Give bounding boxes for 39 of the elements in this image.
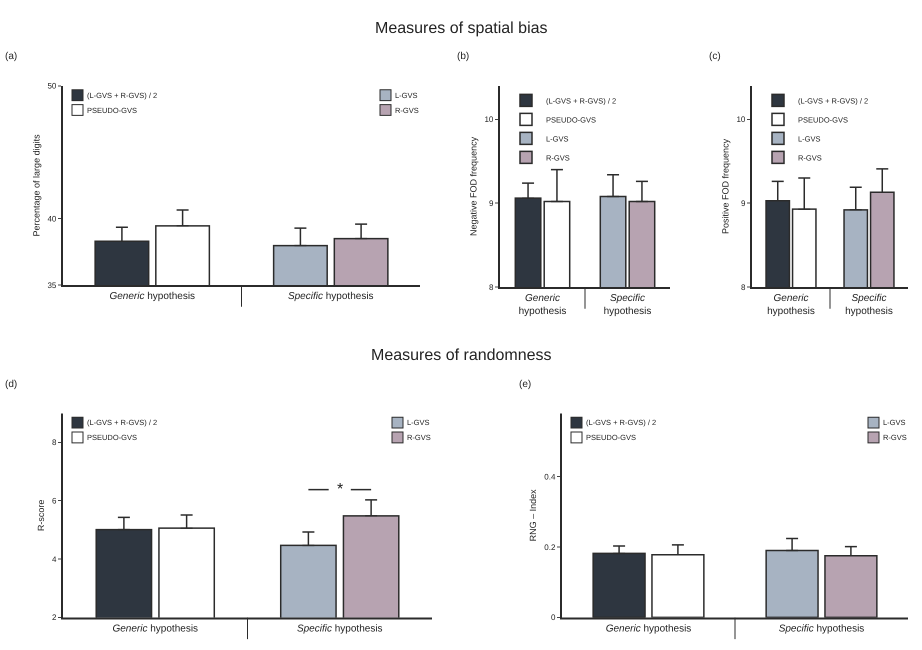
y-tick-label: 8 (740, 282, 746, 292)
chart-title: (a) (5, 51, 18, 62)
chart-title: (d) (5, 379, 18, 390)
y-tick-label: 8 (52, 438, 57, 448)
y-axis-title: RNG – Index (528, 488, 538, 542)
y-tick-label: 9 (488, 199, 494, 208)
y-tick-label: 6 (52, 496, 57, 506)
y-tick-label: 40 (47, 214, 57, 224)
y-tick-label: 8 (488, 282, 494, 292)
text: Measures of spatial bias (375, 20, 548, 37)
y-axis-title: Negative FOD frequency (468, 136, 478, 236)
x-tick-label: Specific hypothesis (288, 291, 374, 302)
x-tick-label: Generic hypothesis (606, 623, 692, 634)
chart-title: (b) (457, 51, 470, 62)
y-tick-label: 10 (736, 115, 746, 124)
x-tick-label: Specific hypothesis (845, 293, 893, 318)
x-tick-label: Generic hypothesis (767, 293, 815, 318)
x-tick-label: Generic hypothesis (112, 623, 198, 634)
x-tick-label: Specific hypothesis (296, 623, 383, 634)
annotation: * (337, 481, 344, 498)
y-tick-label: 9 (740, 199, 746, 208)
chart-title: (e) (519, 379, 532, 390)
text: Measures of randomness (371, 347, 552, 364)
x-tick-label: Specific hypothesis (778, 623, 864, 634)
y-tick-label: 0.4 (544, 472, 556, 482)
x-tick-label: Specific hypothesis (604, 293, 652, 318)
chart-title: (c) (709, 51, 721, 62)
y-axis-title: Positive FOD frequency (720, 138, 730, 234)
x-tick-label: Generic hypothesis (109, 291, 196, 302)
y-tick-label: 10 (484, 115, 494, 124)
y-tick-label: 35 (47, 280, 57, 290)
y-tick-label: 4 (52, 554, 57, 564)
y-tick-label: 50 (47, 82, 57, 91)
x-tick-label: Generic hypothesis (518, 293, 566, 318)
y-tick-label: 0 (550, 613, 556, 622)
y-axis-title: R-score (36, 500, 46, 532)
y-axis-title: Percentage of large digits (31, 134, 42, 236)
y-tick-label: 0.2 (544, 542, 556, 552)
y-tick-label: 2 (52, 613, 57, 622)
